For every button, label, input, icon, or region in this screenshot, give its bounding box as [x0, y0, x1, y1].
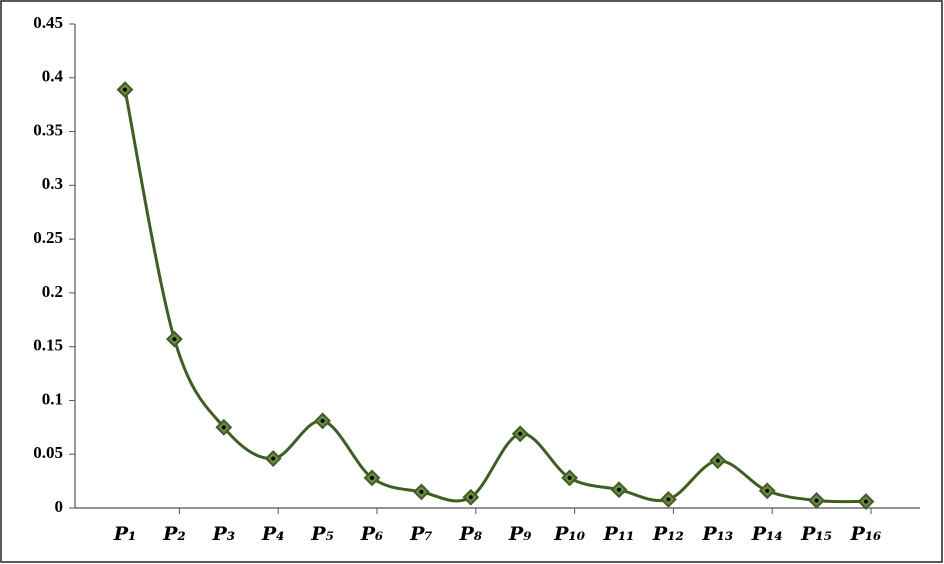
x-tick-label: P₉: [508, 523, 532, 545]
point-dot: [518, 431, 523, 436]
y-tick-label: 0.05: [33, 443, 63, 462]
point-dot: [814, 498, 819, 503]
y-tick-label: 0.15: [33, 336, 63, 355]
point-dot: [123, 87, 127, 92]
x-tick-label: P₁₅: [800, 523, 832, 545]
y-tick-label: 0.35: [33, 120, 63, 139]
point-dot: [765, 488, 770, 493]
y-tick-label: 0.25: [33, 228, 63, 247]
x-tick-label: P₂: [162, 523, 186, 545]
x-tick-label: P₈: [458, 523, 482, 545]
point-dot: [221, 425, 226, 430]
point-dot: [419, 489, 424, 494]
x-tick-label: P₅: [310, 523, 334, 545]
x-tick-label: P₇: [409, 523, 433, 545]
x-tick-label: P₁₄: [751, 523, 783, 545]
point-dot: [666, 497, 671, 502]
y-tick-label: 0.1: [42, 389, 63, 408]
x-tick-label: P₆: [360, 523, 384, 545]
point-dot: [617, 487, 621, 492]
x-tick-label: P₁₁: [603, 523, 635, 545]
x-tick-label: P₁: [113, 523, 137, 545]
x-tick-label: P₁₂: [652, 523, 684, 545]
y-tick-label: 0: [55, 497, 64, 516]
point-dot: [715, 458, 720, 463]
y-tick-label: 0.3: [42, 174, 63, 193]
x-tick-label: P₁₀: [553, 523, 586, 545]
point-dot: [864, 499, 868, 504]
point-dot: [468, 495, 473, 500]
y-tick-label: 0.4: [42, 67, 64, 86]
x-tick-label: P₃: [211, 523, 235, 545]
x-tick-label: P₄: [261, 523, 285, 545]
y-tick-label: 0.45: [33, 13, 63, 32]
y-tick-label: 0.2: [42, 282, 63, 301]
point-dot: [567, 475, 572, 480]
point-dot: [271, 456, 276, 461]
x-tick-label: P₁₆: [850, 523, 882, 545]
point-dot: [370, 475, 374, 480]
x-tick-label: P₁₃: [701, 523, 733, 545]
point-dot: [320, 418, 325, 423]
point-dot: [172, 337, 177, 342]
